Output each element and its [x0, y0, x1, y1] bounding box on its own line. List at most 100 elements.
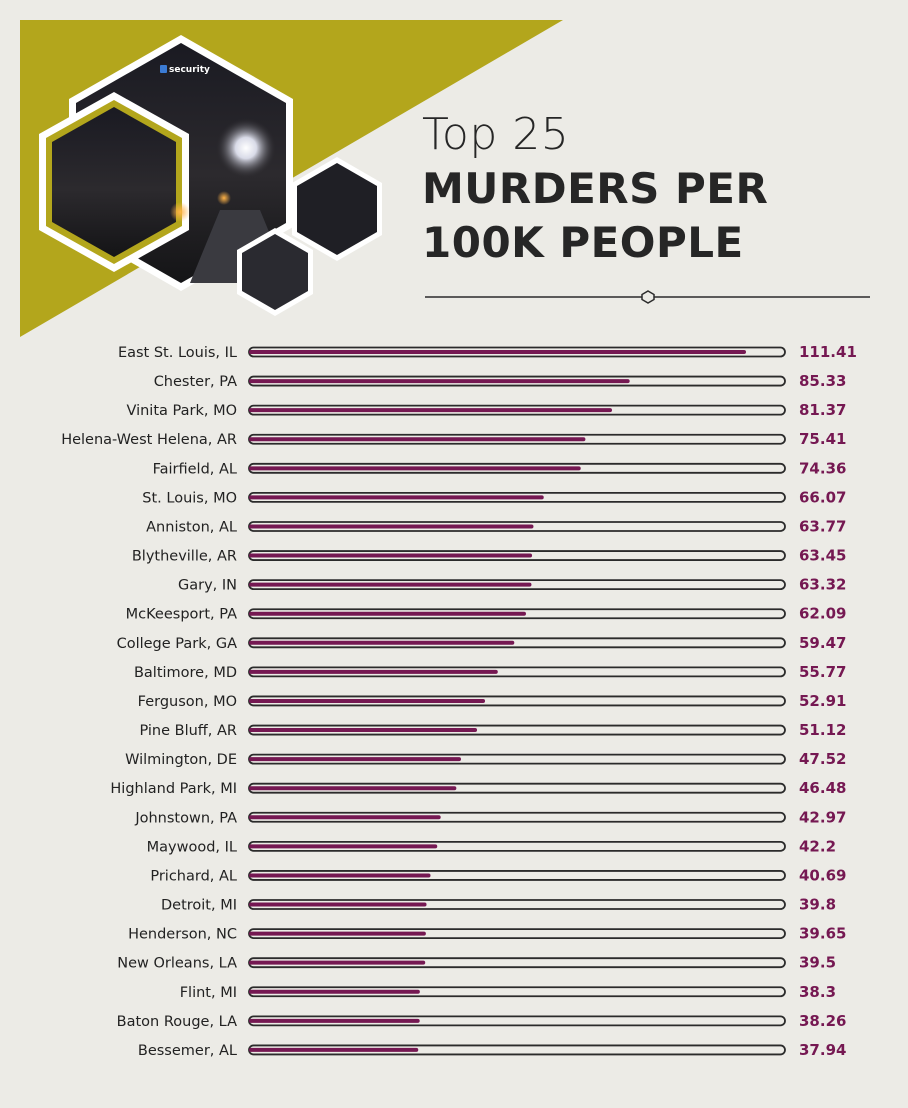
- category-label: Ferguson, MO: [138, 694, 237, 710]
- bar: [249, 815, 441, 820]
- bar: [249, 786, 457, 791]
- bar-row: Blytheville, AR 63.45: [132, 547, 847, 565]
- bar-row: Fairfield, AL 74.36: [153, 459, 847, 477]
- value-label: 59.47: [799, 634, 846, 652]
- bar: [249, 931, 426, 936]
- bar-row: Highland Park, MI 46.48: [110, 779, 846, 797]
- bar: [249, 379, 630, 384]
- bar: [249, 1018, 420, 1023]
- category-label: College Park, GA: [117, 636, 237, 652]
- bar-row: Baltimore, MD 55.77: [134, 663, 846, 681]
- value-label: 75.41: [799, 430, 846, 448]
- category-label: Fairfield, AL: [153, 461, 237, 477]
- bar: [249, 524, 534, 529]
- value-label: 38.26: [799, 1012, 846, 1030]
- category-label: Vinita Park, MO: [126, 403, 237, 419]
- category-label: East St. Louis, IL: [118, 345, 237, 361]
- hexagon-icon: [641, 290, 655, 304]
- value-label: 55.77: [799, 663, 846, 681]
- bar: [249, 873, 431, 878]
- value-label: 111.41: [799, 343, 857, 361]
- bar-row: Vinita Park, MO 81.37: [126, 401, 846, 419]
- category-label: Chester, PA: [154, 374, 237, 390]
- shield-icon: [160, 65, 167, 73]
- value-label: 38.3: [799, 983, 836, 1001]
- value-label: 51.12: [799, 721, 846, 739]
- category-label: Helena-West Helena, AR: [61, 432, 237, 448]
- value-label: 74.36: [799, 459, 846, 477]
- security-logo: security: [160, 65, 210, 75]
- bar: [249, 640, 515, 645]
- bar: [249, 902, 427, 907]
- bar: [249, 582, 532, 587]
- chart-title: Top 25 MURDERS PER 100K PEOPLE: [422, 108, 768, 270]
- value-label: 85.33: [799, 372, 846, 390]
- value-label: 39.5: [799, 954, 836, 972]
- bar-row: Maywood, IL 42.2: [147, 837, 836, 855]
- value-label: 39.65: [799, 925, 846, 943]
- category-label: Highland Park, MI: [110, 781, 237, 797]
- bar: [249, 698, 486, 703]
- category-label: Blytheville, AR: [132, 549, 237, 565]
- value-label: 42.2: [799, 837, 836, 855]
- bar-row: Helena-West Helena, AR 75.41: [61, 430, 846, 448]
- title-line-top: Top 25: [422, 109, 570, 160]
- bar: [249, 495, 544, 500]
- category-label: Johnstown, PA: [134, 810, 237, 826]
- category-label: Pine Bluff, AR: [139, 723, 237, 739]
- category-label: Henderson, NC: [128, 927, 237, 943]
- bar: [249, 757, 461, 762]
- bar-row: East St. Louis, IL 111.41: [118, 343, 857, 361]
- value-label: 63.77: [799, 517, 846, 535]
- category-label: New Orleans, LA: [117, 956, 237, 972]
- bar-row: Baton Rouge, LA 38.26: [117, 1012, 847, 1030]
- bar-row: Detroit, MI 39.8: [161, 896, 836, 914]
- bar-row: Anniston, AL 63.77: [146, 517, 846, 535]
- title-divider: [425, 290, 870, 304]
- bar-row: McKeesport, PA 62.09: [126, 605, 847, 623]
- value-label: 39.8: [799, 896, 836, 914]
- title-line-main-1: MURDERS PER: [422, 164, 769, 213]
- bar-row: New Orleans, LA 39.5: [117, 954, 836, 972]
- category-label: Baton Rouge, LA: [117, 1014, 237, 1030]
- category-label: Anniston, AL: [146, 519, 237, 535]
- bar: [249, 553, 533, 558]
- bar: [249, 466, 581, 471]
- bar: [249, 350, 746, 354]
- bar-row: College Park, GA 59.47: [117, 634, 847, 652]
- bar: [249, 844, 438, 849]
- category-label: Detroit, MI: [161, 898, 237, 914]
- category-label: Wilmington, DE: [125, 752, 237, 768]
- category-label: Bessemer, AL: [138, 1043, 237, 1059]
- bar-row: St. Louis, MO 66.07: [142, 488, 846, 506]
- bar: [249, 728, 478, 733]
- bar-row: Ferguson, MO 52.91: [138, 692, 847, 710]
- bar-row: Wilmington, DE 47.52: [125, 750, 846, 768]
- bar: [249, 989, 420, 994]
- bar-row: Chester, PA 85.33: [154, 372, 847, 390]
- bar: [249, 437, 586, 442]
- bar-row: Flint, MI 38.3: [180, 983, 836, 1001]
- bar-row: Henderson, NC 39.65: [128, 925, 846, 943]
- category-label: Baltimore, MD: [134, 665, 237, 681]
- value-label: 46.48: [799, 779, 846, 797]
- category-label: St. Louis, MO: [142, 490, 237, 506]
- category-label: McKeesport, PA: [126, 607, 237, 623]
- value-label: 81.37: [799, 401, 846, 419]
- bar: [249, 611, 526, 616]
- logo-text: security: [169, 65, 210, 75]
- value-label: 42.97: [799, 808, 846, 826]
- bar-row: Johnstown, PA 42.97: [134, 808, 846, 826]
- value-label: 47.52: [799, 750, 846, 768]
- category-label: Prichard, AL: [150, 868, 237, 884]
- bar: [249, 408, 612, 413]
- category-label: Maywood, IL: [147, 839, 237, 855]
- title-line-main-2: 100K PEOPLE: [422, 218, 744, 267]
- category-label: Flint, MI: [180, 985, 237, 1001]
- value-label: 52.91: [799, 692, 846, 710]
- bar: [249, 960, 426, 965]
- bar-row: Pine Bluff, AR 51.12: [139, 721, 846, 739]
- bar: [249, 669, 498, 674]
- bar: [249, 1047, 419, 1052]
